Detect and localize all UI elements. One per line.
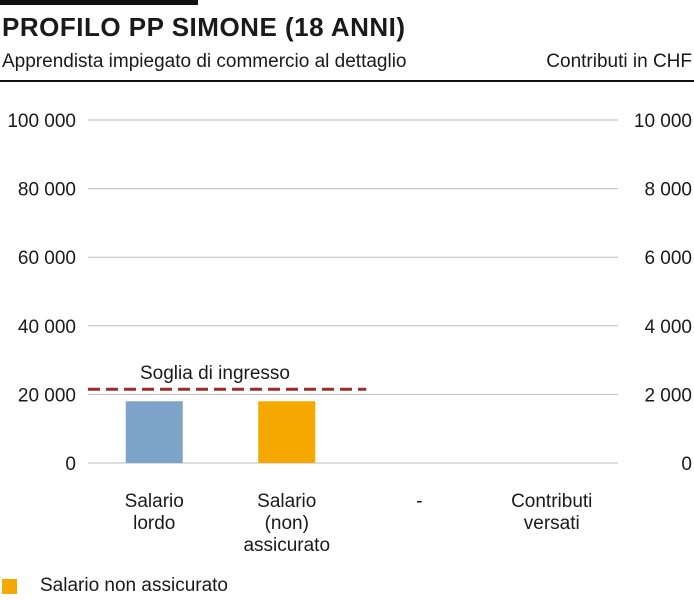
y-left-tick-label: 60 000: [18, 248, 76, 269]
category-label-line: (non): [265, 513, 309, 534]
y-right-tick-label: 8 000: [644, 180, 692, 201]
category-label-line: Contributi: [511, 491, 592, 512]
y-left-tick-label: 20 000: [18, 385, 76, 406]
y-right-tick-label: 10 000: [634, 111, 692, 132]
category-label-line: lordo: [133, 513, 175, 534]
y-right-tick-label: 2 000: [644, 385, 692, 406]
category-label: Salario (non) assicurato: [243, 491, 330, 556]
y-left-tick-label: 100 000: [7, 111, 76, 132]
y-left-tick-label: 40 000: [18, 317, 76, 338]
category-label: -: [416, 491, 422, 512]
units-label: Contributi in CHF: [546, 51, 692, 72]
category-label-line: Salario: [125, 491, 184, 512]
legend-label-uninsured: Salario non assicurato: [40, 575, 228, 596]
chart-title: PROFILO PP SIMONE (18 ANNI): [2, 12, 406, 42]
y-left-tick-label: 80 000: [18, 180, 76, 201]
chart-subtitle: Apprendista impiegato di commercio al de…: [2, 51, 407, 72]
legend: Salario non assicurato: [0, 573, 228, 599]
category-label: Salario lordo: [125, 491, 184, 534]
bar-chart: 0 20 000 40 000 60 000 80 000 100 000 0 2 000 4 …: [7, 111, 692, 556]
y-right-tick-label: 0: [681, 454, 692, 475]
category-label: Contributi versati: [511, 491, 592, 534]
category-label-line: versati: [524, 513, 580, 534]
title-accent-bar: [0, 0, 198, 5]
legend-swatch-uninsured: [2, 578, 17, 594]
header-rule: [0, 80, 694, 82]
category-label-line: Salario: [257, 491, 316, 512]
bar: [258, 401, 316, 463]
y-right-tick-label: 6 000: [644, 248, 692, 269]
y-right-tick-label: 4 000: [644, 317, 692, 338]
bar: [125, 401, 183, 463]
threshold-label: Soglia di ingresso: [140, 363, 290, 384]
category-label-line: -: [416, 491, 422, 512]
y-left-tick-label: 0: [65, 454, 76, 475]
category-label-line: assicurato: [243, 535, 330, 556]
